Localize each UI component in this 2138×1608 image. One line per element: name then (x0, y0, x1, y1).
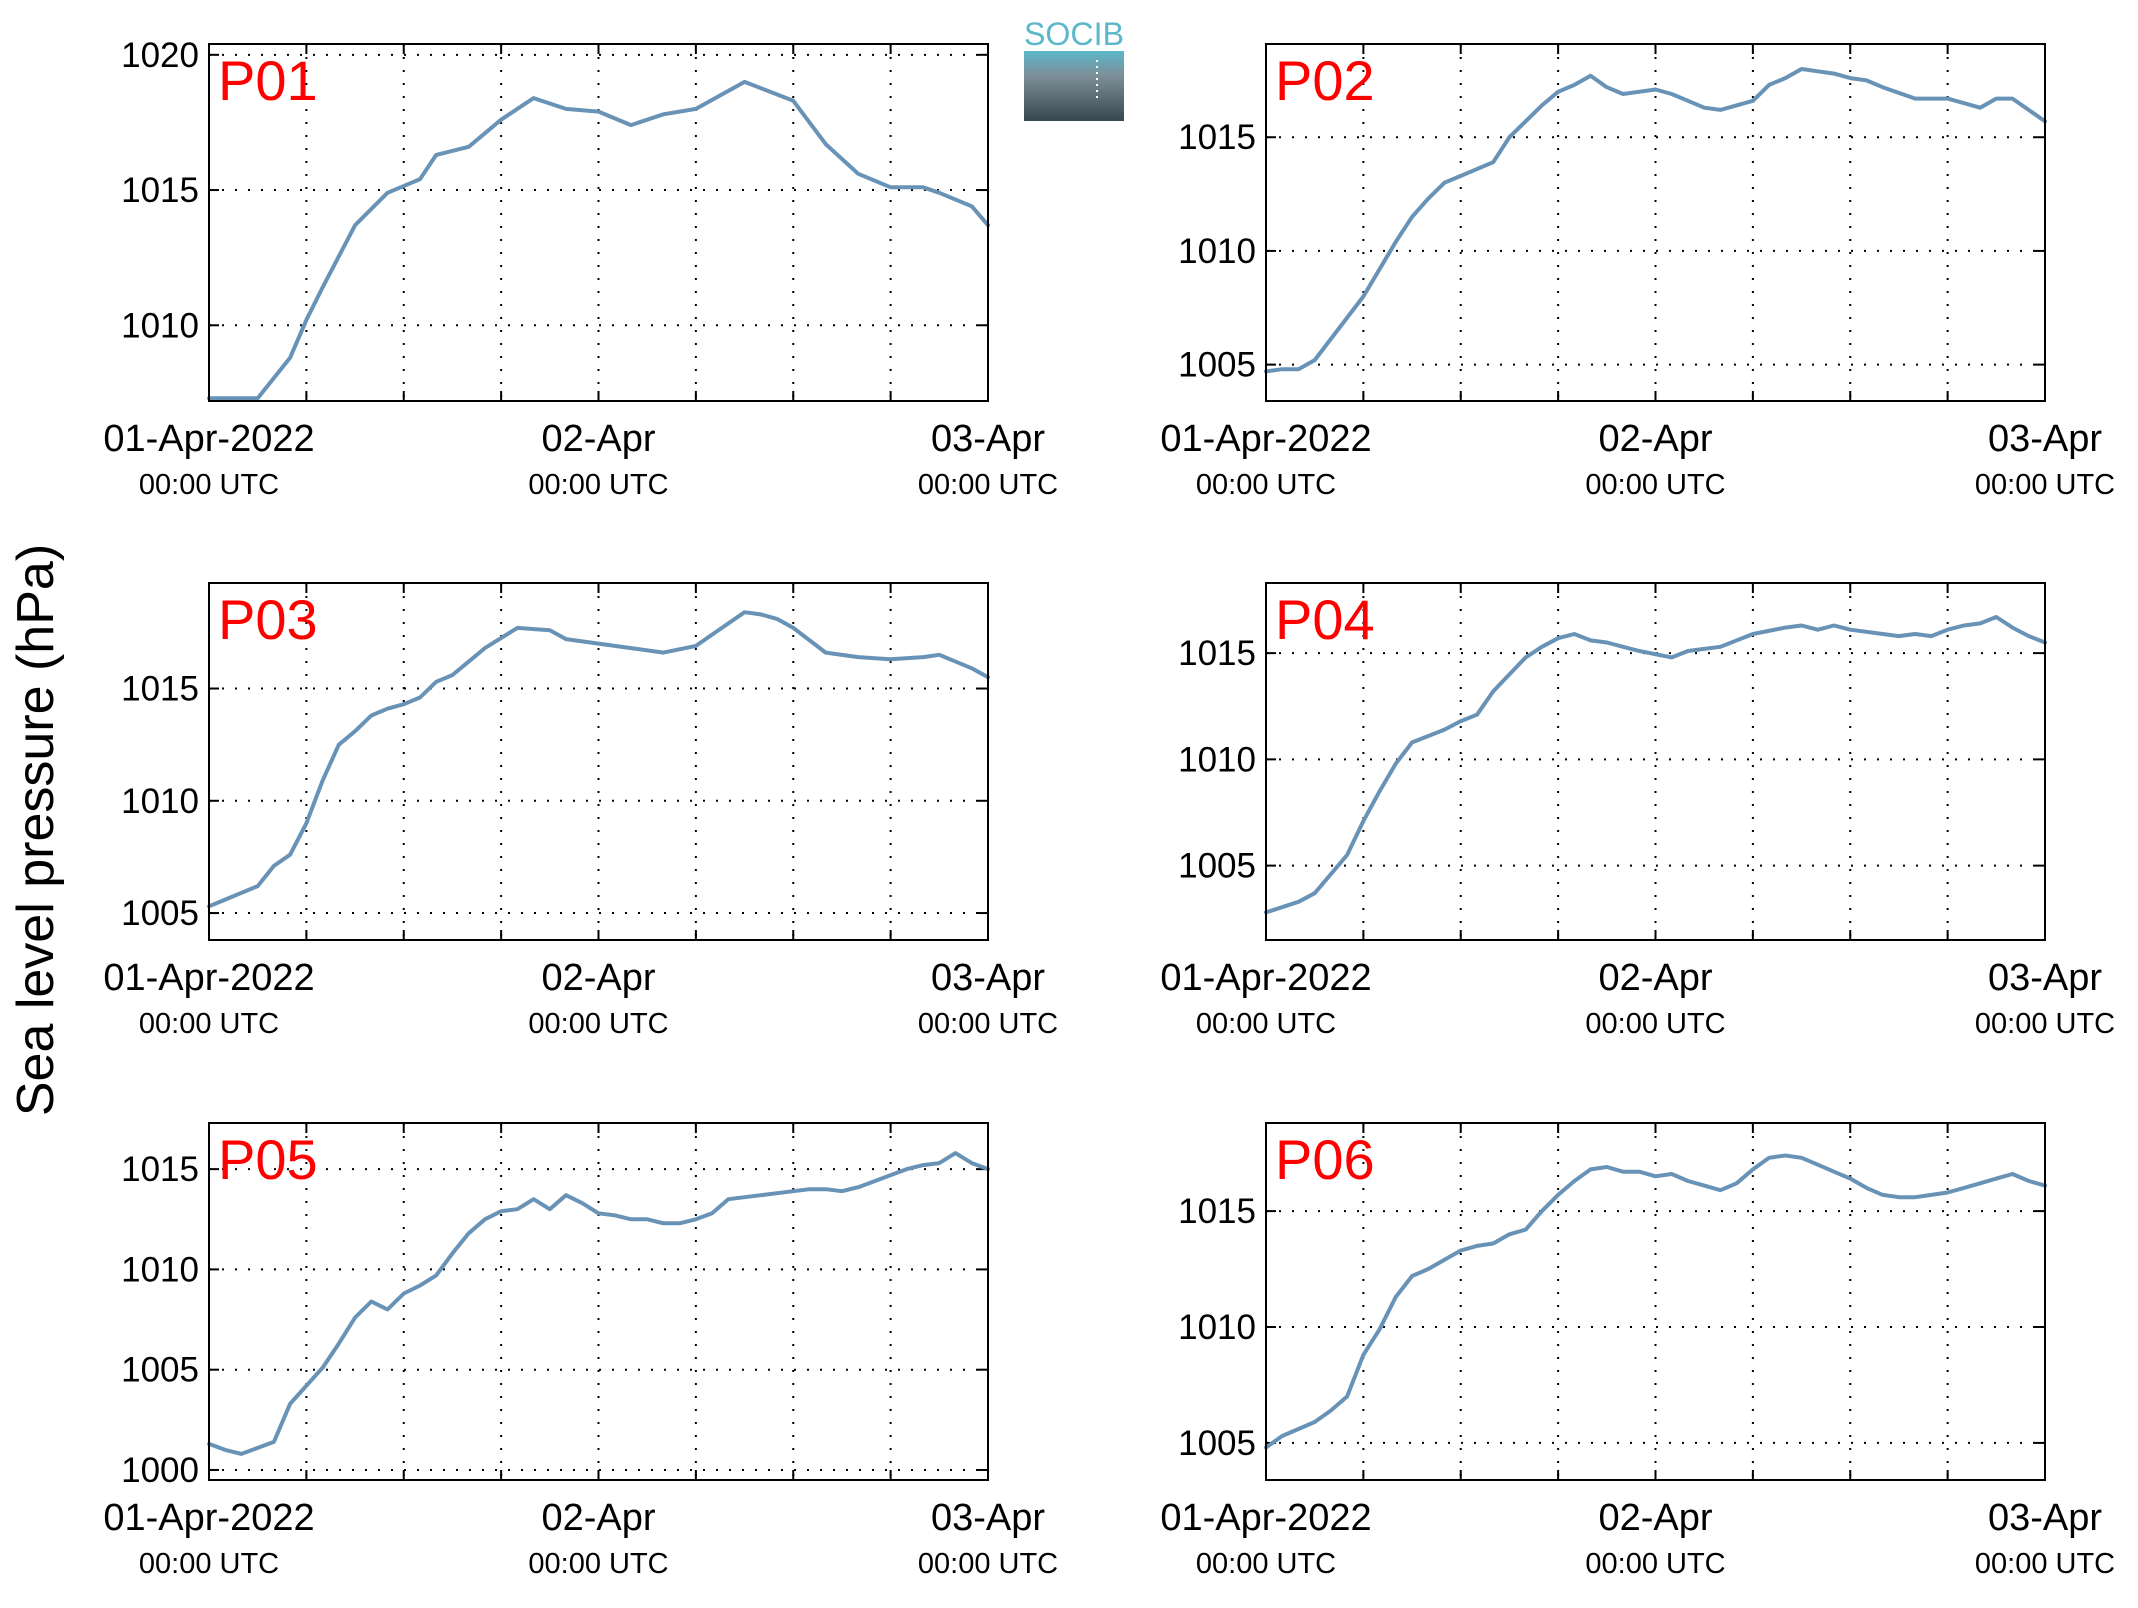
x-tick-label-date: 01-Apr-2022 (1160, 957, 1371, 999)
x-tick-label-date: 03-Apr (931, 1497, 1045, 1539)
x-tick-label-date: 03-Apr (931, 957, 1045, 999)
pressure-series-line (207, 79, 990, 401)
panel-label: P04 (1275, 588, 1375, 651)
y-tick-label: 1010 (121, 782, 199, 821)
x-tick-label-time: 00:00 UTC (1975, 1548, 2115, 1580)
x-tick-label-date: 02-Apr (541, 957, 655, 999)
logo-wordmark: SOCIB (1024, 16, 1124, 52)
x-tick-label-time: 00:00 UTC (918, 1008, 1058, 1040)
x-tick-label-time: 00:00 UTC (1196, 469, 1336, 501)
x-tick-label-time: 00:00 UTC (139, 1548, 279, 1580)
x-tick-label-date: 01-Apr-2022 (103, 418, 314, 460)
x-tick-label-time: 00:00 UTC (1975, 1008, 2115, 1040)
y-tick-label: 1005 (1178, 1424, 1256, 1463)
panel-label: P01 (218, 49, 318, 112)
y-tick-label: 1015 (121, 171, 199, 210)
x-tick-label-time: 00:00 UTC (1585, 1548, 1725, 1580)
y-tick-label: 1010 (1178, 232, 1256, 271)
chart-panel-p06: 1005 1010 1015 01-Apr-2022 00:00 UTC 02-Apr 00… (1160, 1122, 2115, 1580)
y-tick-label: 1010 (1178, 1308, 1256, 1347)
x-tick-label-time: 00:00 UTC (1975, 469, 2115, 501)
axes-frame (1265, 1122, 2046, 1481)
chart-panel-p04: 1005 1010 1015 01-Apr-2022 00:00 UTC 02-Apr 00… (1160, 582, 2115, 1040)
y-tick-label: 1005 (121, 1351, 199, 1390)
pressure-series-line (1264, 67, 2047, 374)
y-tick-label: 1010 (121, 1250, 199, 1289)
y-tick-label: 1010 (121, 306, 199, 345)
y-axis-label: Sea level pressure (hPa) (7, 544, 65, 1116)
x-tick-label-date: 02-Apr (541, 1497, 655, 1539)
x-tick-label-date: 03-Apr (1988, 418, 2102, 460)
pressure-series-line (1264, 1153, 2047, 1450)
x-tick-label-time: 00:00 UTC (918, 1548, 1058, 1580)
x-tick-label-date: 01-Apr-2022 (103, 1497, 314, 1539)
x-tick-label-date: 02-Apr (541, 418, 655, 460)
y-tick-label: 1015 (1178, 1192, 1256, 1231)
axes-frame (208, 582, 989, 941)
axes-frame (1265, 43, 2046, 402)
x-tick-label-time: 00:00 UTC (528, 1548, 668, 1580)
x-tick-label-time: 00:00 UTC (1196, 1548, 1336, 1580)
x-tick-label-date: 02-Apr (1598, 1497, 1712, 1539)
x-tick-label-time: 00:00 UTC (1585, 1008, 1725, 1040)
x-tick-label-time: 00:00 UTC (1585, 469, 1725, 501)
x-tick-label-time: 00:00 UTC (528, 1008, 668, 1040)
y-tick-label: 1015 (1178, 118, 1256, 157)
chart-panel-p02: 1005 1010 1015 01-Apr-2022 00:00 UTC 02-Apr 00… (1160, 43, 2115, 501)
x-tick-label-time: 00:00 UTC (918, 469, 1058, 501)
panel-label: P06 (1275, 1128, 1375, 1191)
pressure-series-line (1264, 615, 2047, 915)
axes-frame (208, 1122, 989, 1481)
panel-label: P03 (218, 588, 318, 651)
y-tick-label: 1015 (1178, 634, 1256, 673)
x-tick-label-date: 02-Apr (1598, 418, 1712, 460)
x-tick-label-time: 00:00 UTC (528, 469, 668, 501)
x-tick-label-date: 01-Apr-2022 (103, 957, 314, 999)
y-tick-label: 1015 (121, 1150, 199, 1189)
chart-panel-p05: 1000 1005 1010 1015 01-Apr-2022 00:00 UTC 02-A… (103, 1122, 1058, 1580)
socib-logo: SOCIB (1024, 16, 1124, 121)
x-tick-label-date: 03-Apr (931, 418, 1045, 460)
x-tick-label-time: 00:00 UTC (139, 1008, 279, 1040)
x-tick-label-date: 01-Apr-2022 (1160, 418, 1371, 460)
x-tick-label-date: 02-Apr (1598, 957, 1712, 999)
y-tick-label: 1010 (1178, 740, 1256, 779)
pressure-series-line (207, 610, 990, 909)
axes-frame (208, 43, 989, 402)
x-tick-label-date: 03-Apr (1988, 957, 2102, 999)
pressure-series-line (207, 1151, 990, 1456)
panel-label: P02 (1275, 49, 1375, 112)
x-tick-label-date: 01-Apr-2022 (1160, 1497, 1371, 1539)
chart-panel-p03: 1005 1010 1015 01-Apr-2022 00:00 UTC 02-Apr 00… (103, 582, 1058, 1040)
x-tick-label-time: 00:00 UTC (1196, 1008, 1336, 1040)
axes-frame (1265, 582, 2046, 941)
chart-panel-p01: 1010 1015 1020 01-Apr-2022 00:00 UTC 02-Apr 00… (103, 36, 1058, 501)
y-tick-label: 1000 (121, 1451, 199, 1490)
y-tick-label: 1005 (1178, 346, 1256, 385)
x-tick-label-time: 00:00 UTC (139, 469, 279, 501)
logo-block (1024, 51, 1124, 121)
y-tick-label: 1005 (121, 894, 199, 933)
y-tick-label: 1005 (1178, 847, 1256, 886)
y-tick-label: 1020 (121, 36, 199, 75)
y-tick-label: 1015 (121, 670, 199, 709)
x-tick-label-date: 03-Apr (1988, 1497, 2102, 1539)
panel-label: P05 (218, 1128, 318, 1191)
